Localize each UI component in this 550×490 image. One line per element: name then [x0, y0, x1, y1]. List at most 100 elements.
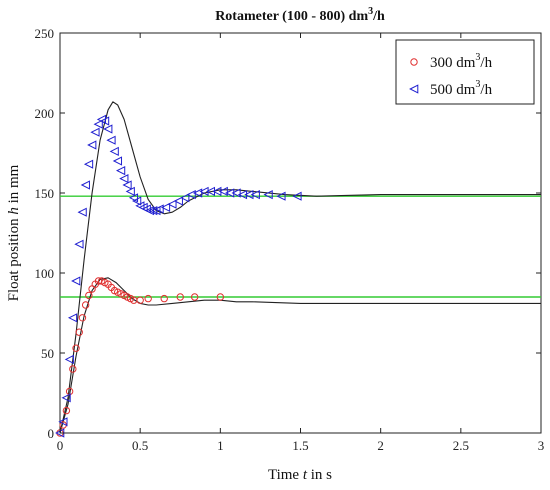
series-1-point-17: [109, 146, 119, 157]
series-0-point-5: [72, 344, 80, 352]
x-tick-label-6: 3: [538, 438, 545, 453]
series-1-point-44: [237, 189, 248, 200]
x-axis-label-var: t: [303, 467, 308, 483]
legend-label-500: 500 dm3/h: [430, 79, 493, 98]
series-1-point-8: [80, 180, 90, 190]
y-tick-label-5: 250: [35, 26, 55, 41]
series-1-point-14: [99, 116, 110, 126]
data-markers: [55, 114, 302, 438]
series-0-point-6: [75, 328, 83, 336]
x-axis-label-post: in s: [307, 467, 332, 483]
legend-box: [395, 39, 535, 105]
series-0-point-26: [160, 294, 168, 303]
series-0-point-27: [176, 293, 184, 301]
series-1-point-3: [64, 354, 74, 365]
series-1-point-33: [167, 199, 177, 209]
series-1-point-45: [244, 189, 254, 200]
series-0-point-2: [62, 406, 71, 415]
x-tick-label-5: 2.5: [453, 438, 469, 453]
y-tick-label-0: 0: [48, 426, 55, 441]
chart-title-sup: 3: [368, 6, 373, 17]
series-1-point-10: [87, 140, 97, 150]
series-1-point-11: [90, 127, 100, 137]
series-1-point-16: [106, 135, 116, 145]
y-tick-label-3: 150: [35, 186, 55, 201]
x-tick-label-4: 2: [377, 438, 384, 453]
series-0-point-4: [69, 365, 77, 373]
y-axis-label-pre: Float position: [6, 215, 22, 302]
series-1-point-49: [292, 191, 302, 201]
x-axis-ticks: 0 0.5 1 1.5 2 2.5 3: [57, 33, 545, 453]
series-1-point-7: [77, 207, 87, 217]
x-axis-label: Time t in s: [268, 467, 332, 483]
y-tick-label-1: 50: [41, 346, 54, 361]
series-1-point-42: [225, 188, 235, 198]
legend-label-300-sup: 3: [475, 52, 480, 63]
y-tick-label-4: 200: [35, 106, 55, 121]
series-1-point-24: [132, 196, 142, 206]
series-1-point-21: [122, 180, 132, 190]
y-axis-label-var: h: [6, 207, 22, 215]
series-1-point-9: [83, 159, 94, 169]
series-1-point-37: [192, 188, 203, 198]
legend-label-500-post: /h: [480, 82, 492, 98]
series-1-point-48: [276, 191, 286, 201]
series-0-point-28: [190, 293, 199, 301]
series-1-point-15: [103, 124, 113, 134]
series-1-point-4: [67, 313, 78, 323]
series-1-point-5: [71, 276, 81, 286]
legend-circle-icon: [410, 58, 418, 66]
legend-label-500-pre: 500 dm: [430, 82, 476, 98]
series-1-point-18: [112, 156, 123, 166]
series-1-point-40: [212, 186, 222, 197]
x-tick-label-0: 0: [57, 438, 64, 453]
series-1-point-19: [116, 165, 126, 176]
y-axis-ticks: 0 50 100 150 200 250: [35, 26, 541, 441]
series-1-point-22: [125, 186, 135, 197]
chart-title-tail: /h: [372, 9, 385, 24]
chart-title: Rotameter (100 - 800) dm3/h: [215, 6, 385, 24]
series-1-point-28: [144, 205, 155, 216]
reference-lines: [60, 195, 541, 298]
series-1-point-31: [154, 204, 164, 214]
series-1-point-36: [186, 189, 196, 200]
y-tick-label-2: 100: [35, 266, 55, 281]
legend-label-300-post: /h: [480, 55, 492, 71]
legend-marker-triangle: [409, 84, 419, 94]
x-axis-label-pre: Time: [268, 467, 303, 483]
model-curve-1: [59, 101, 541, 434]
y-axis-label-post: in mm: [6, 164, 22, 207]
series-1-point-35: [180, 193, 190, 203]
series-0-point-24: [136, 296, 144, 304]
series-1-point-47: [263, 189, 273, 200]
series-0-point-7: [78, 314, 87, 322]
legend-label-300: 300 dm3/h: [430, 52, 493, 71]
series-0-point-25: [144, 294, 152, 303]
series-1-point-29: [148, 205, 158, 216]
series-1-point-2: [61, 393, 71, 403]
series-1-point-43: [231, 188, 241, 198]
series-1-point-12: [93, 119, 103, 129]
x-tick-label-2: 1: [217, 438, 224, 453]
y-axis-label: Float position h in mm: [6, 164, 22, 301]
series-1-point-39: [205, 186, 216, 197]
legend: 300 dm3/h 500 dm3/h: [395, 39, 535, 105]
series-1-point-23: [128, 193, 139, 203]
series-0-point-8: [81, 301, 90, 309]
series-1-point-38: [199, 186, 209, 197]
model-curve-0: [59, 277, 541, 434]
x-tick-label-3: 1.5: [292, 438, 308, 453]
series-0-point-29: [216, 293, 225, 301]
series-1-point-46: [250, 189, 260, 200]
series-1-point-6: [74, 239, 84, 249]
chart-title-main: Rotameter (100 - 800) dm: [215, 9, 368, 24]
series-1-point-41: [218, 186, 228, 197]
legend-marker-circle: [410, 58, 418, 66]
series-1-point-34: [173, 196, 183, 206]
model-curves: [59, 101, 541, 434]
series-1-point-1: [58, 417, 68, 427]
legend-triangle-icon: [409, 84, 419, 94]
series-0-point-9: [85, 291, 93, 300]
series-1-point-32: [160, 202, 171, 213]
